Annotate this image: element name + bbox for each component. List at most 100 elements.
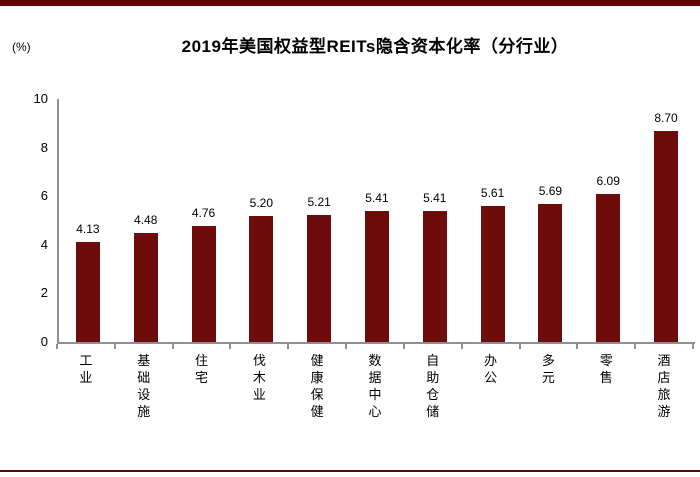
bar-value-label: 4.48 <box>134 213 158 228</box>
x-category-label: 零售 <box>600 352 613 386</box>
bar <box>480 205 505 342</box>
x-tick-mark <box>518 344 521 349</box>
bar <box>538 203 563 342</box>
x-label-char: 店 <box>657 370 671 385</box>
x-category-label: 工业 <box>79 352 92 386</box>
bar-column: 4.13 <box>59 99 117 342</box>
top-accent-strip <box>0 0 700 6</box>
x-tick-mark <box>402 344 405 349</box>
x-label-char: 保 <box>310 387 324 402</box>
x-category-label: 数据中心 <box>368 352 381 420</box>
x-category-cell: 健康保健 <box>288 352 346 420</box>
bar-value-label: 5.20 <box>249 195 274 210</box>
x-label-char: 业 <box>252 387 266 402</box>
bar-column: 6.09 <box>579 99 637 342</box>
x-category-label: 自助仓储 <box>426 352 439 420</box>
bar-value-label: 5.41 <box>365 190 389 205</box>
x-label-char: 旅 <box>657 387 671 402</box>
bar-column: 5.21 <box>290 99 348 342</box>
x-label-char: 工 <box>79 353 93 368</box>
x-category-label: 住宅 <box>195 352 208 386</box>
bar <box>596 194 621 342</box>
y-tick-label: 0 <box>40 334 48 349</box>
bar-value-label: 4.13 <box>76 221 100 236</box>
x-category-label: 基础设施 <box>137 352 150 420</box>
bar-column: 5.61 <box>464 99 522 342</box>
x-label-char: 储 <box>426 404 440 419</box>
x-label-char: 多 <box>541 353 555 368</box>
x-category-label: 伐木业 <box>253 352 266 403</box>
x-label-char: 伐 <box>252 353 266 368</box>
bar <box>191 226 216 342</box>
bottom-accent-line <box>0 470 700 472</box>
x-label-char: 康 <box>310 370 324 385</box>
bar <box>364 210 389 342</box>
x-label-char: 自 <box>426 353 440 368</box>
x-label-char: 施 <box>137 404 151 419</box>
bar-column: 4.76 <box>175 99 233 342</box>
x-tick-mark <box>56 344 58 349</box>
x-label-char: 据 <box>368 370 382 385</box>
y-tick-label: 4 <box>40 236 48 252</box>
x-category-label: 多元 <box>542 352 555 386</box>
x-category-cell: 数据中心 <box>346 352 404 420</box>
x-category-cell: 自助仓储 <box>404 352 462 420</box>
y-tick-label: 2 <box>40 285 48 301</box>
x-label-char: 办 <box>484 353 498 368</box>
x-tick-mark <box>634 344 637 349</box>
x-category-cell: 酒店旅游 <box>635 352 693 420</box>
x-label-char: 仓 <box>426 387 440 402</box>
y-axis-unit-label: (%) <box>12 40 31 54</box>
x-label-char: 木 <box>252 370 266 385</box>
bar-column: 5.69 <box>522 99 580 342</box>
x-label-char: 业 <box>79 370 93 385</box>
x-label-char: 售 <box>599 370 613 385</box>
x-category-cell: 零售 <box>577 352 635 386</box>
bar-column: 8.70 <box>637 99 695 342</box>
x-label-char: 设 <box>137 387 151 402</box>
bar-value-label: 5.41 <box>423 190 447 205</box>
bar <box>133 233 158 342</box>
x-category-cell: 基础设施 <box>115 352 173 420</box>
x-label-char: 酒 <box>657 353 671 368</box>
x-tick-mark <box>113 344 116 349</box>
x-category-label: 办公 <box>484 352 497 386</box>
bar-column: 4.48 <box>117 99 175 342</box>
x-category-cell: 伐木业 <box>230 352 288 403</box>
bar-value-label: 4.76 <box>191 206 216 221</box>
bar-column: 5.41 <box>406 99 464 342</box>
x-label-char: 公 <box>484 370 498 385</box>
x-label-char: 元 <box>541 370 555 385</box>
x-label-char: 助 <box>426 370 440 385</box>
x-label-char: 心 <box>368 404 382 419</box>
x-category-cell: 工业 <box>57 352 115 386</box>
bar-value-label: 5.69 <box>538 183 563 198</box>
y-tick-label: 6 <box>40 188 48 204</box>
x-axis-labels: 工业基础设施住宅伐木业健康保健数据中心自助仓储办公多元零售酒店旅游 <box>57 352 693 420</box>
bar-value-label: 5.61 <box>480 185 505 200</box>
x-tick-mark <box>692 344 694 349</box>
plot-area: 4.13 4.48 4.76 5.20 5.21 5.41 5.41 5.61 5.69 6.09… <box>57 99 695 344</box>
bar-value-label: 6.09 <box>596 174 620 189</box>
bar <box>249 215 274 342</box>
x-category-cell: 办公 <box>462 352 520 386</box>
x-tick-mark <box>229 344 232 349</box>
x-label-char: 零 <box>599 353 613 368</box>
x-label-char: 基 <box>137 353 151 368</box>
x-label-char: 健 <box>310 353 324 368</box>
bars-container: 4.13 4.48 4.76 5.20 5.21 5.41 5.41 5.61 5.69 6.09… <box>59 99 695 342</box>
x-tick-mark <box>576 344 579 349</box>
bar-column: 5.41 <box>348 99 406 342</box>
bar <box>307 215 332 342</box>
bar-column: 5.20 <box>232 99 290 342</box>
bar-value-label: 8.70 <box>654 110 678 125</box>
x-category-cell: 住宅 <box>173 352 231 386</box>
x-label-char: 游 <box>657 404 671 419</box>
x-label-char: 宅 <box>195 370 209 385</box>
x-label-char: 中 <box>368 387 382 402</box>
bar <box>75 241 100 342</box>
x-tick-mark <box>345 344 348 349</box>
x-tick-mark <box>171 344 174 349</box>
bar-value-label: 5.21 <box>307 195 331 210</box>
